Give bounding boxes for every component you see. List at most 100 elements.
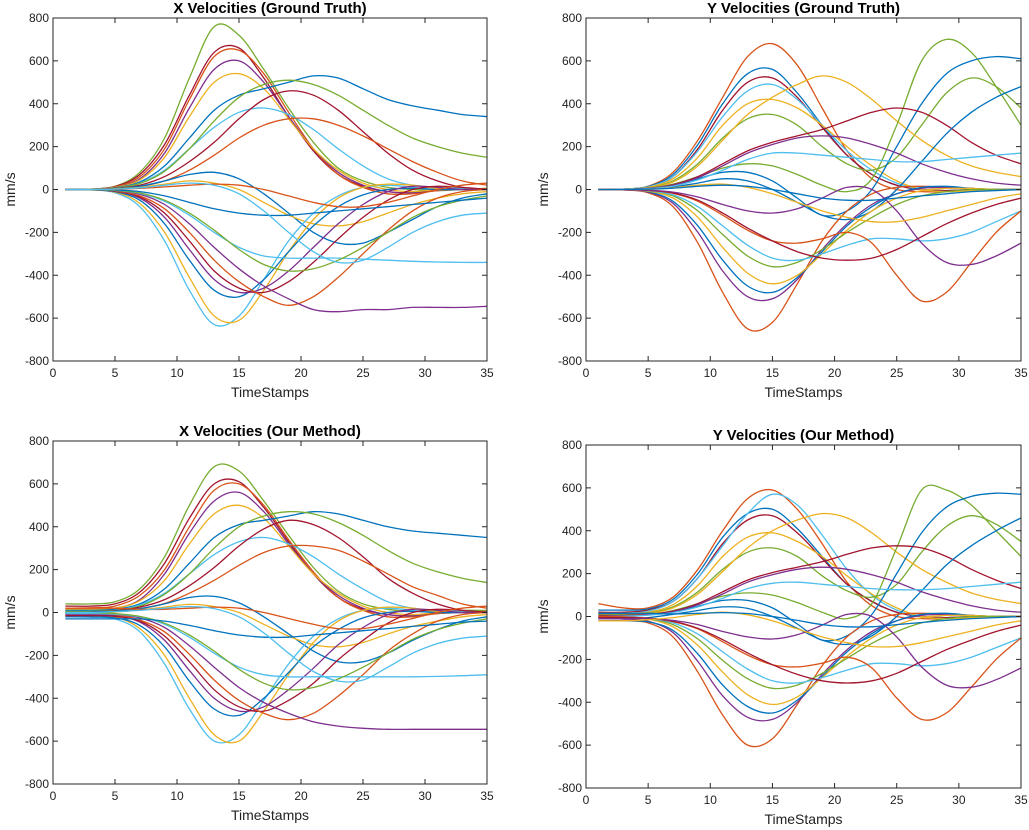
x-tick-label: 35 (480, 366, 494, 380)
series-line-8 (65, 510, 487, 613)
y-tick-label: 600 (29, 54, 49, 68)
x-tick-label: 0 (50, 789, 57, 803)
y-tick-label: -400 (558, 268, 582, 282)
x-tick-label: 25 (356, 789, 370, 803)
x-tick-label: 20 (828, 366, 842, 380)
x-tick-label: 20 (294, 366, 308, 380)
x-tick-label: 10 (170, 789, 184, 803)
y-axis-label: mm/s (2, 595, 18, 629)
x-tick-label: 35 (480, 789, 494, 803)
plot-area (585, 444, 1022, 789)
x-tick-label: 15 (232, 366, 246, 380)
chart-title: Y Velocities (Ground Truth) (707, 0, 900, 17)
series-line-11 (65, 171, 487, 246)
series-line-16 (65, 185, 487, 294)
x-tick-label: 15 (766, 793, 780, 807)
series-line-22 (65, 618, 487, 639)
series-line-5 (65, 72, 487, 193)
chart-title: X Velocities (Our Method) (179, 423, 361, 440)
series-line-19 (65, 612, 487, 731)
y-tick-label: 800 (29, 11, 49, 25)
series-line-18 (65, 188, 487, 306)
chart-panel-2: 0 5 10 15 20 25 30 35 -800 -600 -400 -200 0 200 400 600… (535, 0, 1028, 400)
series-line-24 (598, 184, 1021, 202)
series-line-16 (598, 612, 1021, 714)
x-axis-label: TimeStamps (231, 384, 309, 400)
series-line-13 (598, 151, 1021, 191)
x-tick-label: 10 (170, 366, 184, 380)
series-line-23 (598, 611, 1021, 648)
x-axis-label: TimeStamps (764, 384, 842, 400)
series-line-6 (598, 515, 1021, 616)
series-line-5 (65, 504, 487, 616)
y-tick-label: -400 (558, 695, 582, 709)
y-tick-label: 200 (29, 563, 49, 577)
series-line-19 (598, 188, 1021, 262)
x-tick-label: 25 (890, 793, 904, 807)
series-line-12 (598, 135, 1021, 191)
series-line-21 (65, 611, 487, 691)
x-tick-label: 25 (356, 366, 370, 380)
y-axis-label: mm/s (535, 172, 551, 206)
y-tick-label: 200 (562, 140, 582, 154)
x-tick-label: 5 (645, 793, 652, 807)
x-tick-label: 0 (583, 793, 590, 807)
y-tick-label: 600 (562, 481, 582, 495)
series-line-23 (65, 605, 487, 630)
x-tick-label: 5 (645, 366, 652, 380)
x-tick-label: 15 (232, 789, 246, 803)
series-line-8 (598, 38, 1021, 193)
y-tick-label: -800 (558, 781, 582, 795)
y-tick-label: -200 (558, 652, 582, 666)
x-tick-label: 35 (1014, 793, 1028, 807)
y-tick-label: 0 (575, 183, 582, 197)
y-tick-label: 0 (575, 610, 582, 624)
chart-panel-1: 0 5 10 15 20 25 30 35 -800 -600 -400 -200 0 200 400 600… (2, 0, 494, 400)
x-axis-label: TimeStamps (764, 811, 842, 827)
x-tick-label: 10 (704, 366, 718, 380)
x-tick-label: 30 (418, 789, 432, 803)
y-tick-label: -800 (25, 777, 49, 791)
y-tick-label: 800 (562, 11, 582, 25)
series-line-17 (65, 185, 487, 294)
y-tick-label: 800 (562, 438, 582, 452)
x-tick-label: 30 (952, 366, 966, 380)
series-line-14 (65, 183, 487, 324)
series-line-4 (65, 59, 487, 194)
series-group (65, 23, 487, 327)
chart-title: X Velocities (Ground Truth) (173, 0, 366, 17)
x-tick-label: 30 (418, 366, 432, 380)
series-line-10 (598, 545, 1021, 617)
series-line-7 (598, 512, 1021, 617)
y-tick-label: -600 (558, 738, 582, 752)
series-line-16 (65, 608, 487, 713)
series-line-9 (65, 90, 487, 191)
y-tick-label: 600 (562, 54, 582, 68)
series-line-18 (598, 188, 1021, 268)
series-line-17 (598, 614, 1021, 706)
x-tick-label: 0 (50, 366, 57, 380)
series-line-21 (65, 188, 487, 272)
series-line-11 (598, 86, 1021, 221)
x-tick-label: 0 (583, 366, 590, 380)
series-line-19 (598, 616, 1021, 684)
series-line-22 (65, 188, 487, 217)
y-tick-label: -800 (25, 354, 49, 368)
y-tick-label: 400 (562, 524, 582, 538)
series-line-14 (65, 606, 487, 744)
x-tick-label: 15 (766, 366, 780, 380)
series-line-24 (65, 182, 487, 264)
chart-panel-4: 0 5 10 15 20 25 30 35 -800 -600 -400 -200 0 200 400 600… (535, 427, 1028, 827)
x-tick-label: 35 (1014, 366, 1028, 380)
y-tick-label: 0 (42, 606, 49, 620)
chart-title: Y Velocities (Our Method) (713, 427, 894, 444)
y-tick-label: 400 (29, 520, 49, 534)
y-axis-label: mm/s (535, 599, 551, 633)
y-tick-label: 200 (562, 567, 582, 581)
series-line-22 (598, 612, 1021, 689)
series-line-12 (598, 566, 1021, 618)
series-line-3 (65, 48, 487, 196)
y-tick-label: -600 (25, 734, 49, 748)
y-tick-label: 400 (562, 97, 582, 111)
